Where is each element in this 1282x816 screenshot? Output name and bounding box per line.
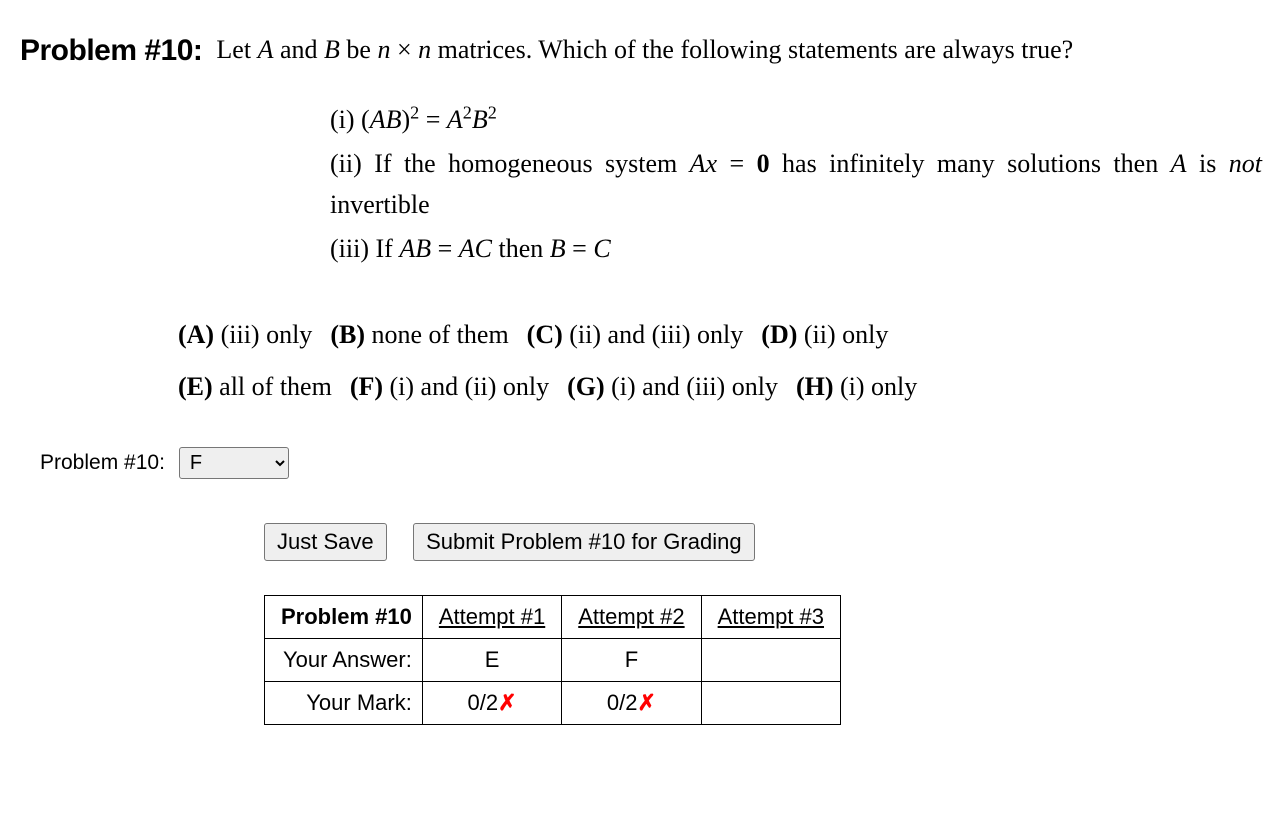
results-table: Problem #10Attempt #1Attempt #2Attempt #… bbox=[264, 595, 841, 725]
results-header-label: Problem #10 bbox=[265, 596, 423, 639]
button-row: Just Save Submit Problem #10 for Grading bbox=[264, 523, 1262, 561]
results-cell: E bbox=[422, 639, 561, 682]
option: (A) (iii) only bbox=[178, 320, 312, 349]
results-row: Your Answer:EF bbox=[265, 639, 841, 682]
problem-statement: (iii) If AB = AC then B = C bbox=[330, 228, 1262, 270]
option-row: (E) all of them (F) (i) and (ii) only (G) … bbox=[178, 361, 1262, 413]
option: (H) (i) only bbox=[796, 372, 917, 401]
answer-row: Problem #10: ABCDEFGH bbox=[40, 447, 1262, 479]
x-mark-icon: ✗ bbox=[498, 690, 516, 715]
attempt-header[interactable]: Attempt #3 bbox=[701, 596, 840, 639]
answer-options: (A) (iii) only (B) none of them (C) (ii) a… bbox=[178, 309, 1262, 413]
problem-header: Problem #10: Let A and B be n × n matric… bbox=[20, 30, 1262, 69]
results-cell: 0/2✗ bbox=[422, 682, 561, 725]
option: (C) (ii) and (iii) only bbox=[527, 320, 744, 349]
option: (E) all of them bbox=[178, 372, 332, 401]
results-row-label: Your Mark: bbox=[265, 682, 423, 725]
answer-select[interactable]: ABCDEFGH bbox=[179, 447, 289, 479]
option: (F) (i) and (ii) only bbox=[350, 372, 549, 401]
option-row: (A) (iii) only (B) none of them (C) (ii) a… bbox=[178, 309, 1262, 361]
problem-statement: (ii) If the homogeneous system Ax = 0 ha… bbox=[330, 143, 1262, 226]
option: (G) (i) and (iii) only bbox=[567, 372, 778, 401]
results-area: Problem #10Attempt #1Attempt #2Attempt #… bbox=[264, 595, 1262, 725]
results-header-row: Problem #10Attempt #1Attempt #2Attempt #… bbox=[265, 596, 841, 639]
results-cell: F bbox=[562, 639, 701, 682]
just-save-button[interactable]: Just Save bbox=[264, 523, 387, 561]
attempt-header[interactable]: Attempt #2 bbox=[562, 596, 701, 639]
attempt-header[interactable]: Attempt #1 bbox=[422, 596, 561, 639]
results-cell bbox=[701, 682, 840, 725]
problem-question: Let A and B be n × n matrices. Which of … bbox=[216, 30, 1262, 69]
results-cell bbox=[701, 639, 840, 682]
problem-page: Problem #10: Let A and B be n × n matric… bbox=[0, 0, 1282, 765]
results-row: Your Mark:0/2✗0/2✗ bbox=[265, 682, 841, 725]
problem-number-label: Problem #10: bbox=[20, 30, 216, 68]
results-row-label: Your Answer: bbox=[265, 639, 423, 682]
answer-label: Problem #10: bbox=[40, 451, 165, 475]
option: (D) (ii) only bbox=[761, 320, 888, 349]
submit-button[interactable]: Submit Problem #10 for Grading bbox=[413, 523, 755, 561]
option: (B) none of them bbox=[330, 320, 508, 349]
problem-statements: (i) (AB)2 = A2B2(ii) If the homogeneous … bbox=[330, 99, 1262, 269]
x-mark-icon: ✗ bbox=[638, 690, 656, 715]
results-cell: 0/2✗ bbox=[562, 682, 701, 725]
problem-statement: (i) (AB)2 = A2B2 bbox=[330, 99, 1262, 141]
